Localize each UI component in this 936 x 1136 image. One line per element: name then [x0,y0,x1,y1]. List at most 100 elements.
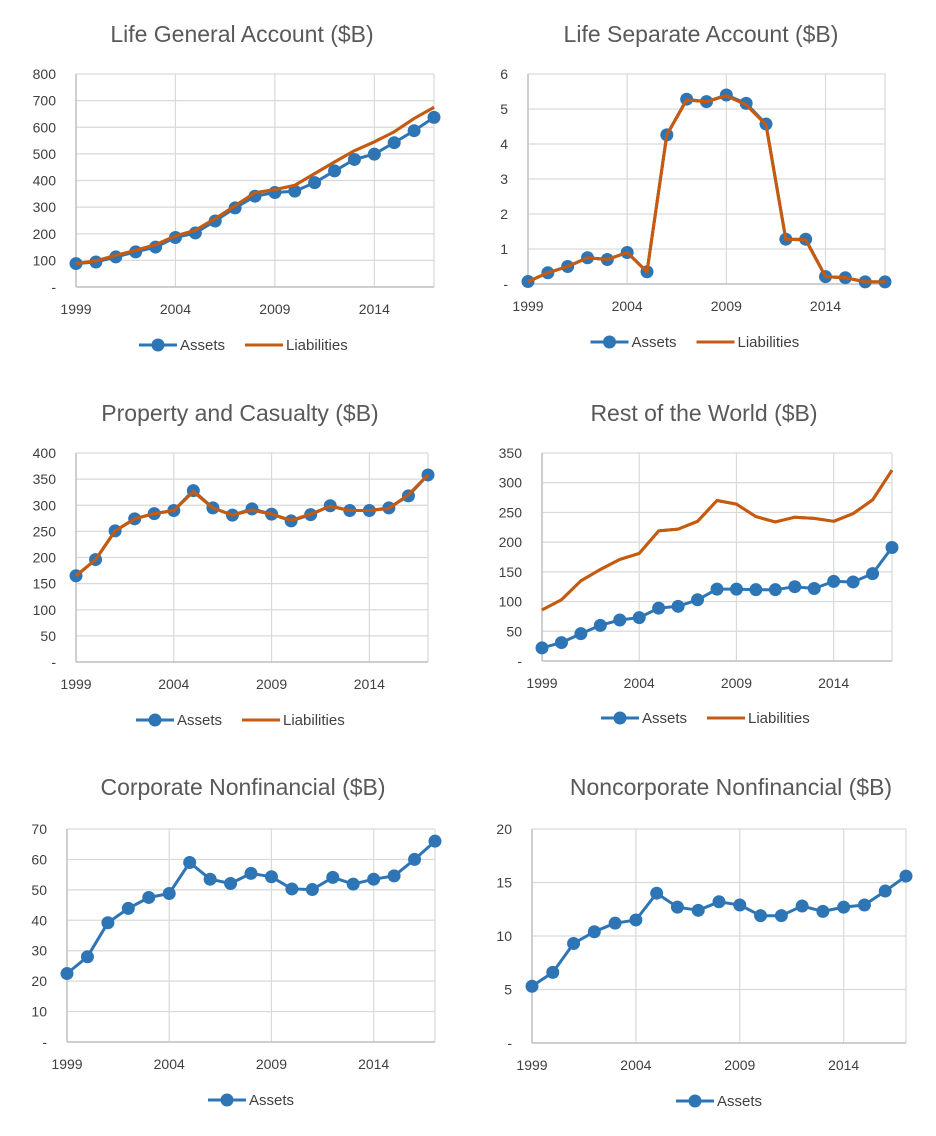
data-point-assets [525,979,539,993]
y-tick-label: 600 [33,119,57,135]
data-point-assets [162,887,176,901]
x-tick-label: 2004 [160,301,191,317]
data-point-assets [754,909,768,923]
data-point-assets [710,582,724,596]
legend-item-liabilities[interactable]: Liabilities [245,337,348,354]
legend-item-assets[interactable]: Assets [208,1092,294,1109]
y-tick-label: 1 [500,241,508,257]
legend-item-assets[interactable]: Assets [139,337,225,354]
y-tick-label: 40 [31,912,47,928]
series-line-assets [541,546,894,650]
data-point-assets [326,870,340,884]
data-point-assets [305,883,319,897]
x-tick-label: 2004 [620,1057,651,1073]
legend-label: Liabilities [286,337,348,354]
legend: Assets Liabilities [136,712,345,729]
y-tick-label: 100 [499,594,523,610]
y-tick-label: 200 [499,534,523,550]
data-point-assets [827,574,841,588]
y-tick-label: 2 [500,206,508,222]
data-point-assets [574,627,588,641]
legend-item-liabilities[interactable]: Liabilities [696,334,800,351]
legend-item-liabilities[interactable]: Liabilities [242,712,345,729]
data-point-assets [183,855,197,869]
legend: Assets [208,1092,294,1109]
x-tick-label: 2009 [711,298,742,314]
y-tick-label: 400 [33,445,57,461]
x-tick-label: 2014 [358,1056,389,1072]
data-point-assets [670,900,684,914]
y-tick-label: 250 [499,504,523,520]
legend: Assets Liabilities [590,334,800,351]
legend-swatch-marker [613,711,627,725]
x-tick-label: 2014 [354,676,385,692]
series-line-assets [75,473,430,577]
data-point-assets [244,866,258,880]
series-line-liabilities [75,105,435,266]
x-tick-label: 2009 [724,1057,755,1073]
legend-label: Liabilities [738,334,800,351]
data-point-assets [428,834,442,848]
x-tick-label: 2004 [158,676,189,692]
legend-item-assets[interactable]: Assets [590,334,677,351]
data-point-assets [768,583,782,597]
chart-title: Life Separate Account ($B) [564,21,839,47]
y-tick-label: 4 [500,136,508,152]
legend-label: Liabilities [283,712,345,729]
y-tick-label: 5 [504,982,512,998]
y-tick-label: - [42,1034,47,1050]
chart-panel: Life General Account ($B) - 100 200 300 400 50… [33,21,441,354]
data-point-assets [788,580,802,594]
x-tick-label: 2004 [154,1056,185,1072]
x-tick-label: 2009 [256,1056,287,1072]
legend-item-liabilities[interactable]: Liabilities [707,710,810,727]
legend-swatch-marker [220,1093,234,1107]
data-point-assets [807,581,821,595]
chart-title: Life General Account ($B) [110,21,373,47]
data-point-assets [857,898,871,912]
y-tick-label: 200 [33,550,57,566]
chart-title: Corporate Nonfinancial ($B) [100,774,385,800]
data-point-assets [652,601,666,615]
data-point-assets [671,599,685,613]
y-tick-label: - [51,279,56,295]
series-line-liabilities [75,473,430,577]
legend-label: Assets [177,712,222,729]
y-tick-label: 5 [500,101,508,117]
legend-item-assets[interactable]: Assets [136,712,222,729]
data-point-assets [367,147,381,161]
data-point-assets [224,876,238,890]
data-point-assets [121,901,135,915]
y-tick-label: 10 [31,1004,47,1020]
y-tick-label: 700 [33,93,57,109]
y-tick-label: 300 [33,497,57,513]
y-tick-label: 50 [31,882,47,898]
y-tick-label: 100 [33,602,57,618]
data-point-assets [837,900,851,914]
data-point-assets [899,869,913,883]
y-tick-label: 15 [496,875,512,891]
x-tick-label: 2014 [818,675,849,691]
x-tick-label: 1999 [526,675,557,691]
legend-item-assets[interactable]: Assets [601,710,687,727]
data-point-assets [729,582,743,596]
data-point-assets [878,884,892,898]
data-point-assets [60,967,74,981]
legend-swatch-marker [148,713,162,727]
legend-swatch-marker [603,335,616,349]
chart-panel: Life Separate Account ($B) - 1 2 3 4 5 6 1999 200… [500,21,892,351]
chart-panel: Noncorporate Nonfinancial ($B) - 5 10 15 20 19… [496,774,913,1110]
series-line-liabilities [527,94,885,284]
y-tick-label: 150 [499,564,523,580]
legend-item-assets[interactable]: Assets [676,1093,762,1110]
data-point-assets [846,575,860,589]
y-tick-label: 800 [33,66,57,82]
data-point-assets [101,916,115,930]
data-point-assets [142,890,156,904]
y-tick-label: 6 [500,66,508,82]
y-tick-label: 500 [33,146,57,162]
data-point-assets [535,641,549,655]
data-point-assets [608,916,622,930]
data-point-assets [795,899,809,913]
